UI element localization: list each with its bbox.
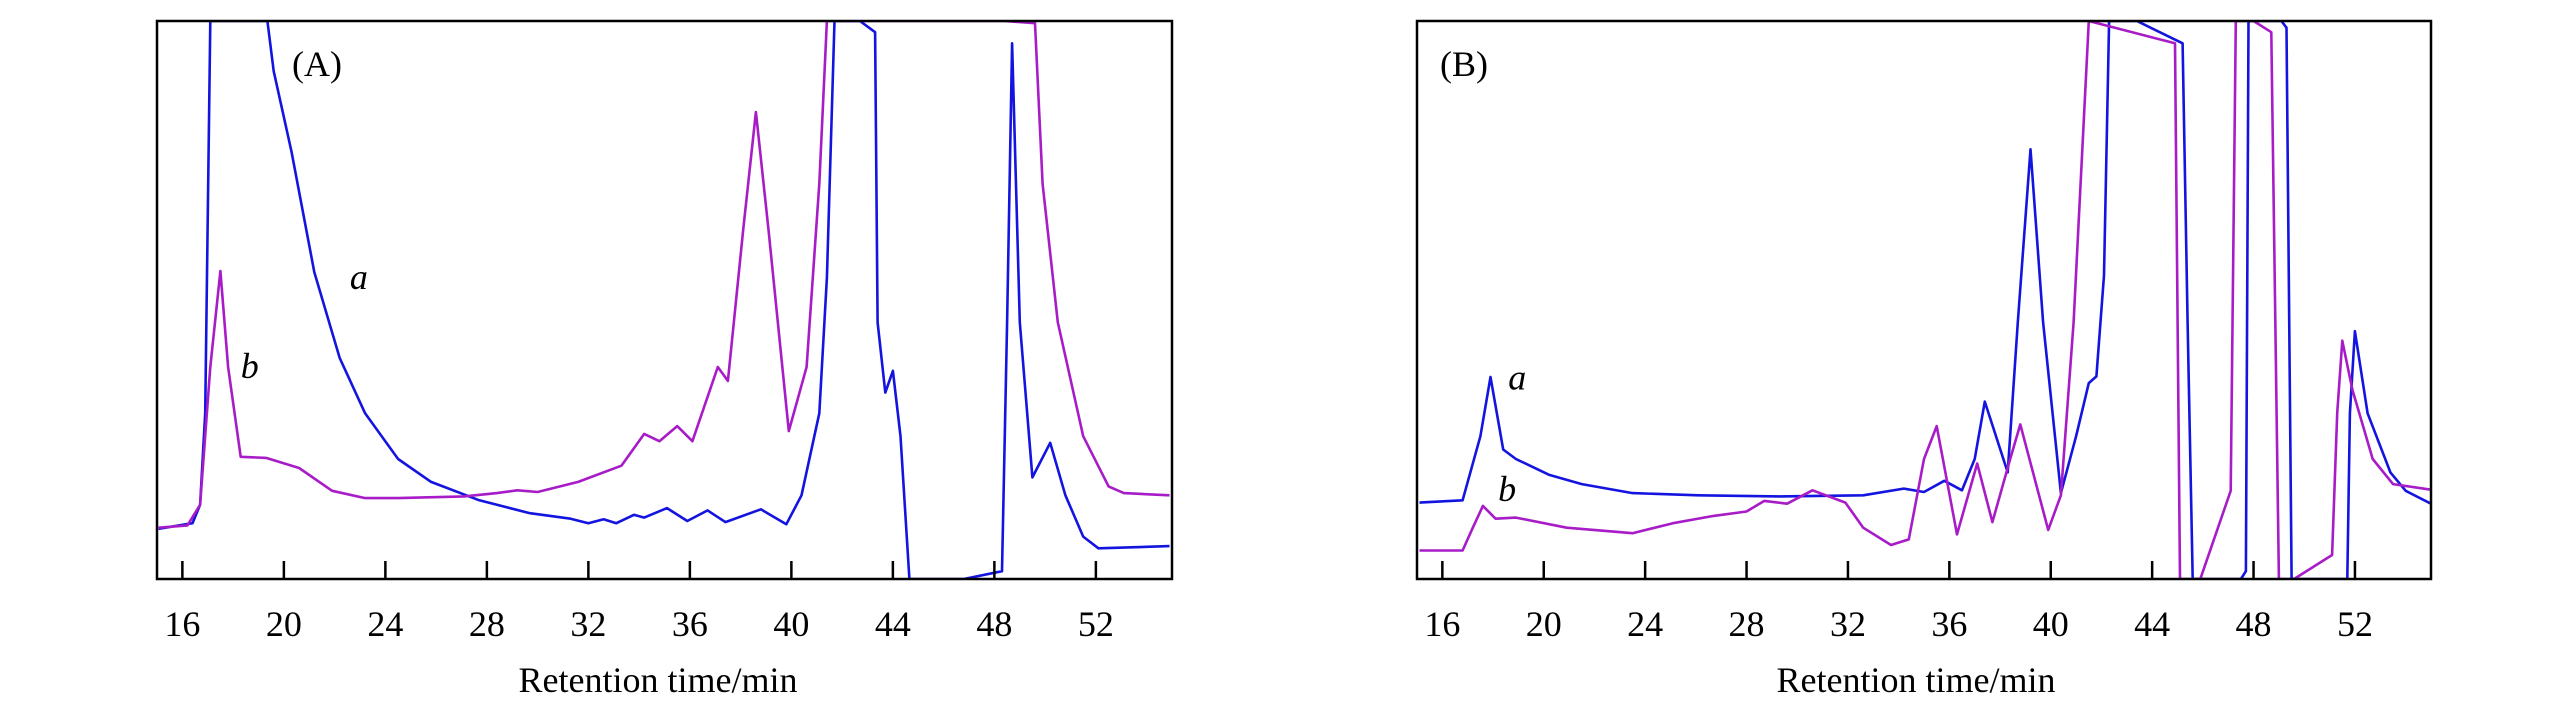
- series-line-a: [1419, 21, 2431, 579]
- x-tick-label: 16: [1424, 604, 1460, 644]
- plot-area: [158, 21, 1170, 579]
- plot-frame: [1415, 19, 2433, 581]
- x-tick-label: 28: [1729, 604, 1765, 644]
- x-tick-label: 52: [2337, 604, 2373, 644]
- panel-a: (A) Retention time/min a b 16 20 24 28 32 36 40 4…: [155, 19, 1174, 700]
- panel-label: (A): [292, 44, 342, 84]
- series-label-a: a: [350, 257, 368, 297]
- x-tick-label: 40: [2033, 604, 2069, 644]
- series-label-b: b: [241, 346, 259, 386]
- x-tick-label: 20: [1526, 604, 1562, 644]
- panel-b: (B) Retention time/min a b 16 20 24 28 32 36 40 4…: [1415, 19, 2433, 700]
- series-label-b: b: [1498, 469, 1516, 509]
- x-tick-label: 36: [1931, 604, 1967, 644]
- series-line-b: [1419, 21, 2431, 579]
- x-tick-label: 16: [164, 604, 200, 644]
- x-tick-label: 24: [1627, 604, 1663, 644]
- series-line-a: [158, 21, 1170, 579]
- x-tick-label: 48: [2236, 604, 2272, 644]
- plot-frame: [155, 19, 1174, 581]
- x-tick-label: 44: [875, 604, 911, 644]
- x-tick-label: 32: [1830, 604, 1866, 644]
- x-tick-label: 24: [367, 604, 403, 644]
- series-label-a: a: [1508, 357, 1526, 397]
- x-tick-label: 32: [570, 604, 606, 644]
- x-tick-label: 48: [976, 604, 1012, 644]
- x-tick-label: 52: [1078, 604, 1114, 644]
- plot-area: [1419, 21, 2431, 579]
- x-tick-label: 36: [672, 604, 708, 644]
- x-tick-label: 40: [773, 604, 809, 644]
- x-tick-label: 44: [2134, 604, 2170, 644]
- x-axis-label: Retention time/min: [519, 660, 798, 700]
- panel-label: (B): [1440, 44, 1488, 84]
- x-axis-label: Retention time/min: [1777, 660, 2056, 700]
- x-tick-label: 20: [266, 604, 302, 644]
- x-tick-label: 28: [469, 604, 505, 644]
- series-line-b: [158, 21, 1170, 529]
